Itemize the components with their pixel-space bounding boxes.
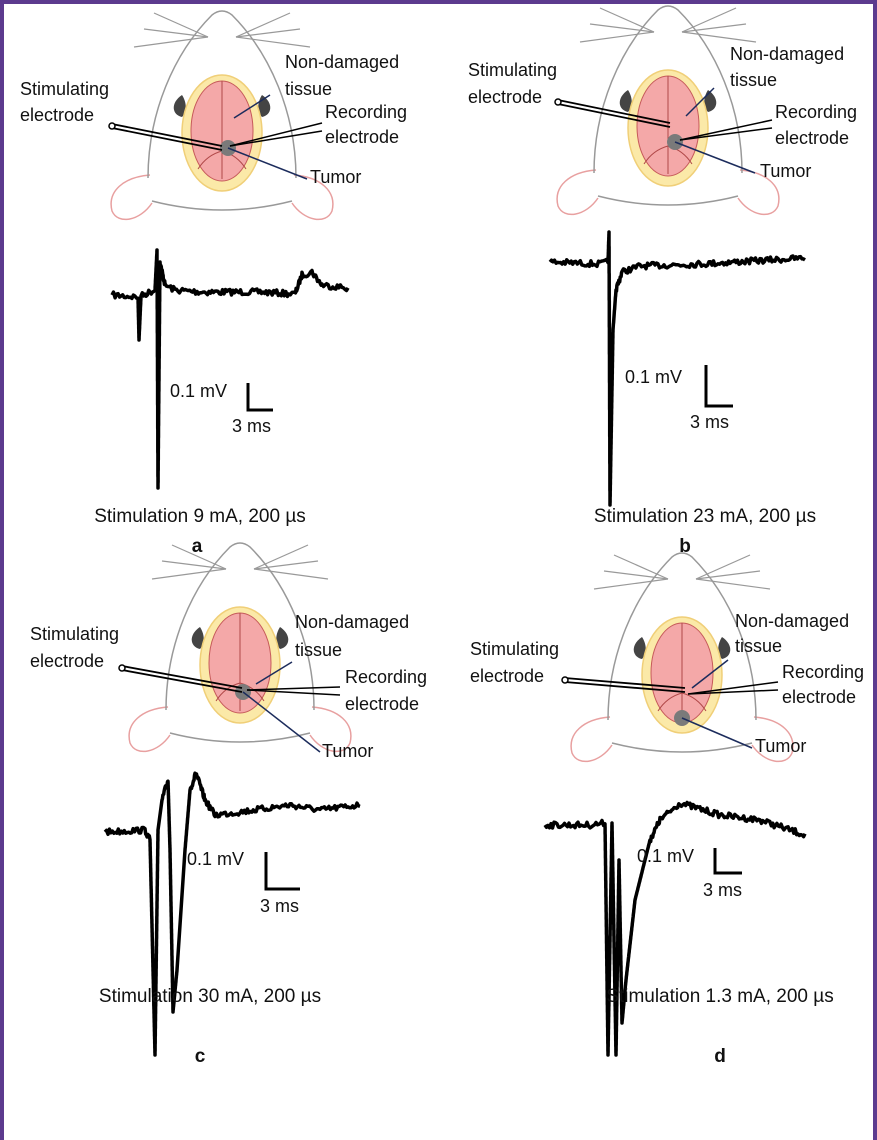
recorded-trace xyxy=(105,773,360,1055)
electrode-tip xyxy=(555,99,561,105)
label: electrode xyxy=(470,666,544,686)
body-outline xyxy=(612,743,752,752)
body-outline xyxy=(598,196,738,205)
label: Non-damaged xyxy=(735,611,849,631)
label: electrode xyxy=(775,128,849,148)
whisker xyxy=(682,32,756,42)
ear xyxy=(557,170,598,214)
body-outline xyxy=(170,733,310,742)
label: Tumor xyxy=(755,736,806,756)
whisker xyxy=(152,569,226,579)
panel: Stimulating electrode Non-damaged tissueRec… xyxy=(30,543,427,1067)
panel-letter: c xyxy=(195,1046,206,1067)
ear xyxy=(571,717,612,761)
mouse-illustration xyxy=(111,11,333,219)
whisker xyxy=(580,32,654,42)
label: Recording xyxy=(345,667,427,687)
scale-label: 0.1 mV xyxy=(637,846,694,866)
label: tissue xyxy=(735,636,782,656)
scale-bar xyxy=(706,365,733,406)
label: electrode xyxy=(468,87,542,107)
caption: Stimulation 30 mA, 200 µs xyxy=(99,986,321,1007)
electrode-tip xyxy=(119,665,125,671)
whisker xyxy=(594,579,668,589)
label: Tumor xyxy=(310,167,361,187)
label: Non-damaged xyxy=(285,52,399,72)
ear xyxy=(129,707,170,751)
whisker xyxy=(236,37,310,47)
scale-label: 0.1 mV xyxy=(170,381,227,401)
scale-label: 0.1 mV xyxy=(187,849,244,869)
label: electrode xyxy=(345,694,419,714)
label: Non-damaged xyxy=(295,612,409,632)
label: Recording xyxy=(325,102,407,122)
scale-label: 0.1 mV xyxy=(625,367,682,387)
caption: Stimulation 23 mA, 200 µs xyxy=(594,506,816,527)
pointer-line xyxy=(682,718,752,748)
electrode-tip xyxy=(109,123,115,129)
label: Stimulating xyxy=(470,639,559,659)
label: Tumor xyxy=(760,161,811,181)
label: electrode xyxy=(20,105,94,125)
recorded-trace xyxy=(545,803,805,1056)
label: Non-damaged xyxy=(730,44,844,64)
figure-canvas: StimulatingelectrodeNon-damagedtissueRec… xyxy=(4,4,873,1140)
label: electrode xyxy=(782,687,856,707)
scale-label: 3 ms xyxy=(690,412,729,432)
label: electrode xyxy=(30,651,104,671)
label: Stimulating xyxy=(20,79,109,99)
whisker xyxy=(254,569,328,579)
electrode-tip xyxy=(562,677,568,683)
scale-label: 3 ms xyxy=(232,416,271,436)
scale-label: 3 ms xyxy=(260,896,299,916)
mouse-illustration xyxy=(571,553,793,761)
whisker xyxy=(696,579,770,589)
panel: Stimulating electrode Non-damaged tissue Rec… xyxy=(20,11,407,557)
label: Tumor xyxy=(322,741,373,761)
panel-letter: d xyxy=(714,1046,726,1067)
caption: Stimulation 9 mA, 200 µs xyxy=(94,506,306,527)
figure: StimulatingelectrodeNon-damagedtissueRec… xyxy=(0,0,877,1140)
ear xyxy=(111,175,152,219)
label: tissue xyxy=(730,70,777,90)
scale-bar xyxy=(266,852,300,889)
label: Recording xyxy=(775,102,857,122)
pointer-line xyxy=(243,692,320,752)
label: tissue xyxy=(295,640,342,660)
recorded-trace xyxy=(112,250,348,488)
body-outline xyxy=(152,201,292,210)
scale-bar xyxy=(248,383,273,410)
panel: Stimulating electrode Non-damaged tissue Rec… xyxy=(468,6,857,557)
label: electrode xyxy=(325,127,399,147)
scale-label: 3 ms xyxy=(703,880,742,900)
label: Stimulating xyxy=(468,60,557,80)
label: tissue xyxy=(285,79,332,99)
caption: Stimulation 1.3 mA, 200 µs xyxy=(606,986,833,1007)
panel: Stimulating electrode Non-damaged tissueRec… xyxy=(470,553,864,1067)
label: Recording xyxy=(782,662,864,682)
whisker xyxy=(134,37,208,47)
scale-bar xyxy=(715,848,742,873)
label: Stimulating xyxy=(30,624,119,644)
